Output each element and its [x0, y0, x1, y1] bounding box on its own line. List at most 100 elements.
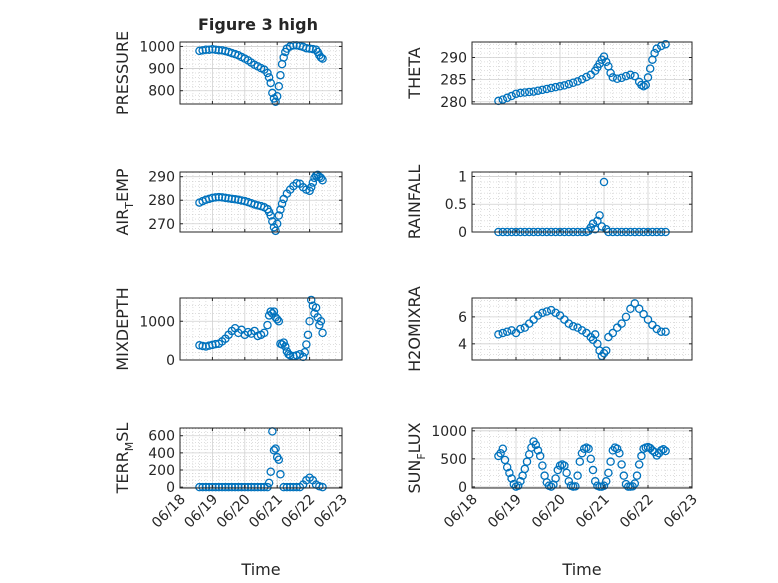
x-tick-label: 06/21 — [246, 492, 286, 532]
data-point — [306, 183, 316, 192]
data-point — [263, 68, 272, 78]
data-point — [303, 330, 313, 340]
figure-title: Figure 3 high — [198, 15, 318, 34]
data-point — [500, 455, 510, 465]
data-point — [507, 474, 516, 483]
data-point — [595, 211, 604, 220]
y-tick-label: 500 — [440, 452, 467, 468]
data-point — [217, 482, 227, 492]
data-point — [300, 347, 309, 357]
data-point — [632, 471, 642, 480]
data-point — [661, 327, 670, 336]
y-tick-label: 0.5 — [445, 197, 467, 213]
data-point — [533, 446, 543, 455]
data-point — [606, 457, 615, 466]
data-point — [661, 446, 670, 456]
data-point — [562, 468, 571, 478]
data-point — [586, 332, 596, 342]
y-tick-label: 200 — [148, 463, 175, 479]
data-point — [577, 326, 587, 335]
data-point — [555, 82, 565, 91]
y-tick-label: 285 — [440, 73, 467, 89]
data-point — [316, 173, 326, 183]
data-point — [560, 81, 569, 90]
data-point — [279, 482, 288, 492]
data-point — [289, 482, 298, 492]
data-point — [305, 316, 314, 326]
data-point — [615, 448, 624, 458]
data-point — [529, 87, 538, 96]
data-point — [279, 338, 288, 347]
data-point — [285, 482, 295, 492]
y-axis-label: SUNFLUX — [405, 422, 428, 493]
data-point — [214, 192, 224, 202]
data-point — [516, 477, 525, 486]
axes-box — [471, 41, 693, 105]
data-point — [520, 464, 530, 474]
data-point — [269, 446, 279, 455]
x-axis-label: Time — [240, 560, 280, 579]
data-point — [568, 322, 578, 331]
y-axis-label: PRESSURE — [113, 31, 132, 115]
data-point — [546, 482, 556, 491]
y-tick-label: 0 — [458, 225, 467, 241]
axes-background — [472, 172, 692, 232]
y-tick-label: 1000 — [431, 424, 467, 440]
data-point — [198, 341, 207, 351]
y-tick-label: 400 — [148, 446, 175, 462]
data-point — [643, 73, 653, 82]
data-point — [601, 57, 611, 67]
data-point — [502, 327, 512, 336]
x-tick-label: 06/19 — [485, 492, 525, 532]
data-point — [661, 39, 670, 49]
x-tick-label: 06/20 — [529, 492, 569, 532]
data-point — [281, 342, 290, 351]
x-tick-label: 06/18 — [441, 492, 481, 532]
y-tick-label: 1 — [458, 169, 467, 185]
data-point — [498, 328, 508, 338]
x-tick-label: 06/23 — [661, 492, 701, 532]
subplot-2: 280 285 290 THETA — [405, 39, 693, 111]
data-point — [264, 478, 274, 488]
y-tick-label: 290 — [148, 170, 175, 186]
data-point — [538, 85, 547, 95]
data-point — [652, 451, 662, 460]
data-point — [560, 461, 569, 470]
subplot-3: 270 280 290 AIRTEMP — [113, 168, 343, 236]
data-point — [630, 299, 640, 308]
data-point — [247, 482, 256, 492]
y-tick-label: 1000 — [139, 314, 175, 330]
data-point — [269, 307, 279, 316]
data-point — [542, 307, 552, 316]
data-point — [612, 444, 622, 453]
data-point — [551, 474, 560, 483]
data-point — [318, 482, 327, 492]
data-point — [634, 460, 644, 469]
data-point — [494, 330, 503, 339]
data-point — [617, 460, 626, 469]
data-point — [564, 477, 574, 486]
y-axis-label: MIXDEPTH — [113, 287, 132, 370]
data-point — [573, 471, 582, 480]
data-point — [551, 82, 560, 92]
data-point — [621, 312, 631, 322]
data-point — [617, 319, 626, 328]
data-point — [195, 482, 204, 492]
data-point — [253, 482, 263, 492]
data-point — [590, 330, 600, 339]
data-point — [266, 307, 275, 316]
data-point — [221, 482, 230, 492]
data-point — [505, 468, 514, 478]
y-tick-label: 0 — [166, 480, 175, 496]
data-point — [498, 444, 508, 453]
data-point — [599, 481, 609, 491]
data-point — [533, 311, 543, 320]
data-point — [645, 64, 655, 73]
data-point — [538, 461, 547, 470]
data-point — [502, 463, 512, 472]
data-point — [316, 53, 326, 62]
data-point — [553, 465, 563, 475]
data-point — [531, 440, 541, 450]
data-point — [608, 73, 618, 82]
